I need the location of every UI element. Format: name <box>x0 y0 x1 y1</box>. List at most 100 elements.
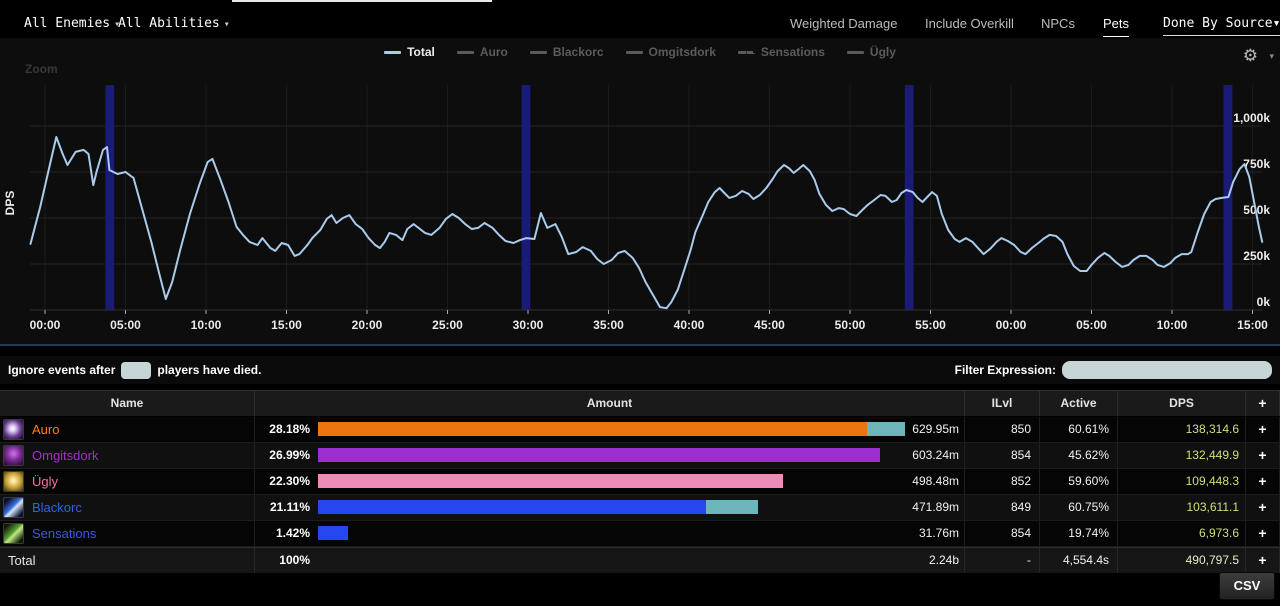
legend-label: Blackorc <box>552 45 604 59</box>
svg-text:30:00: 30:00 <box>513 318 544 332</box>
svg-text:50:00: 50:00 <box>835 318 866 332</box>
players-died-label: players have died. <box>157 363 262 377</box>
legend-item-sensations[interactable]: Sensations <box>737 45 825 59</box>
include-overkill-link[interactable]: Include Overkill <box>925 16 1014 31</box>
damage-bar <box>318 422 905 436</box>
header-dps[interactable]: DPS <box>1118 391 1246 416</box>
item-level: 849 <box>965 495 1040 520</box>
weighted-damage-link[interactable]: Weighted Damage <box>790 16 898 31</box>
active-percent: 45.62% <box>1040 443 1118 468</box>
expand-total-button[interactable]: + <box>1246 548 1280 573</box>
svg-text:35:00: 35:00 <box>593 318 624 332</box>
damage-done-table: Name Amount ILvl Active DPS + Auro 28.18… <box>0 390 1280 574</box>
legend-swatch <box>625 50 643 54</box>
player-name-link[interactable]: Omgitsdork <box>32 448 99 463</box>
table-row: Blackorc 21.11% 471.89m 849 60.75% 103,6… <box>0 495 1280 521</box>
dps-chart-panel: 00:00 05:00 10:00 15:00 20:00 25:00 30:00 35:00… <box>0 38 1280 346</box>
table-row: Sensations 1.42% 31.76m 854 19.74% 6,973… <box>0 521 1280 547</box>
damage-bar <box>318 448 880 462</box>
filter-expression-input[interactable] <box>1062 361 1272 379</box>
claw-spec-icon <box>3 523 24 544</box>
svg-text:0k: 0k <box>1257 295 1271 309</box>
pets-link[interactable]: Pets <box>1103 16 1130 37</box>
gear-icon[interactable]: ⚙ <box>1242 46 1258 65</box>
active-percent: 59.60% <box>1040 469 1118 494</box>
deaths-count-input[interactable] <box>121 361 152 379</box>
expand-row-button[interactable]: + <box>1246 443 1280 468</box>
abilities-filter-label: All Abilities <box>118 16 220 31</box>
dps-value: 138,314.6 <box>1118 417 1246 442</box>
abilities-filter-dropdown[interactable]: All Abilities ▾ <box>118 16 230 31</box>
player-name-link[interactable]: Blackorc <box>32 500 82 515</box>
npcs-link[interactable]: NPCs <box>1041 16 1075 31</box>
done-by-source-dropdown[interactable]: Done By Source▾ <box>1163 16 1280 36</box>
svg-text:00:00: 00:00 <box>30 318 61 332</box>
chevron-down-icon[interactable]: ▾ <box>1269 51 1274 61</box>
damage-percent: 26.99% <box>269 448 310 462</box>
expand-row-button[interactable]: + <box>1246 495 1280 520</box>
gold-seal-spec-icon <box>3 471 24 492</box>
total-ilvl: - <box>965 548 1040 573</box>
legend-item-auro[interactable]: Auro <box>456 45 508 59</box>
csv-export-button[interactable]: CSV <box>1219 572 1275 600</box>
player-name-link[interactable]: Auro <box>32 422 60 437</box>
legend-item-blackorc[interactable]: Blackorc <box>529 45 604 59</box>
player-name-link[interactable]: Ügly <box>32 474 59 489</box>
table-total-row: Total 100% 2.24b - 4,554.4s 490,797.5 + <box>0 547 1280 574</box>
damage-bar <box>318 474 783 488</box>
damage-amount: 603.24m <box>912 448 959 462</box>
svg-text:55:00: 55:00 <box>915 318 946 332</box>
chart-legend: Total Auro Blackorc Omgitsdork Sensation… <box>0 45 1280 59</box>
legend-swatch <box>384 50 402 54</box>
legend-swatch <box>737 50 755 54</box>
table-row: Auro 28.18% 629.95m 850 60.61% 138,314.6… <box>0 417 1280 443</box>
item-level: 854 <box>965 521 1040 546</box>
pet-damage-bar-segment <box>867 422 905 436</box>
svg-text:DPS: DPS <box>3 191 17 216</box>
legend-label: Auro <box>479 45 508 59</box>
damage-bar <box>318 526 348 540</box>
damage-bar <box>318 500 758 514</box>
zoom-hint-label: Zoom <box>25 62 58 76</box>
chevron-down-icon: ▾ <box>1272 16 1280 31</box>
player-name-link[interactable]: Sensations <box>32 526 97 541</box>
lightning-spec-icon <box>3 497 24 518</box>
expand-row-button[interactable]: + <box>1246 521 1280 546</box>
svg-text:25:00: 25:00 <box>432 318 463 332</box>
damage-percent: 21.11% <box>269 500 310 514</box>
legend-label: Omgitsdork <box>648 45 716 59</box>
active-tab-underline <box>232 0 492 2</box>
expand-row-button[interactable]: + <box>1246 417 1280 442</box>
svg-text:15:00: 15:00 <box>271 318 302 332</box>
active-percent: 19.74% <box>1040 521 1118 546</box>
header-amount[interactable]: Amount <box>255 391 965 416</box>
svg-text:10:00: 10:00 <box>191 318 222 332</box>
legend-item-total[interactable]: Total <box>384 45 435 59</box>
total-percent: 100% <box>279 553 310 567</box>
svg-text:45:00: 45:00 <box>754 318 785 332</box>
enemies-filter-dropdown[interactable]: All Enemies ▾ <box>24 16 120 31</box>
damage-amount: 629.95m <box>912 422 959 436</box>
ignore-events-label: Ignore events after <box>8 363 116 377</box>
svg-text:15:00: 15:00 <box>1237 318 1268 332</box>
header-active[interactable]: Active <box>1040 391 1118 416</box>
header-ilvl[interactable]: ILvl <box>965 391 1040 416</box>
dps-value: 6,973.6 <box>1118 521 1246 546</box>
item-level: 852 <box>965 469 1040 494</box>
svg-text:05:00: 05:00 <box>110 318 141 332</box>
active-percent: 60.61% <box>1040 417 1118 442</box>
expand-row-button[interactable]: + <box>1246 469 1280 494</box>
table-row: Omgitsdork 26.99% 603.24m 854 45.62% 132… <box>0 443 1280 469</box>
legend-label: Ügly <box>869 45 896 59</box>
starburst-spec-icon <box>3 419 24 440</box>
dps-value: 132,449.9 <box>1118 443 1246 468</box>
legend-item-ugly[interactable]: Ügly <box>846 45 896 59</box>
header-name[interactable]: Name <box>0 391 255 416</box>
header-expand-all[interactable]: + <box>1246 391 1280 416</box>
legend-item-omgitsdork[interactable]: Omgitsdork <box>625 45 716 59</box>
dps-chart[interactable]: 00:00 05:00 10:00 15:00 20:00 25:00 30:00 35:00… <box>0 38 1280 344</box>
filter-expression-label: Filter Expression: <box>954 363 1056 377</box>
legend-label: Sensations <box>760 45 825 59</box>
item-level: 854 <box>965 443 1040 468</box>
table-header-row: Name Amount ILvl Active DPS + <box>0 390 1280 417</box>
